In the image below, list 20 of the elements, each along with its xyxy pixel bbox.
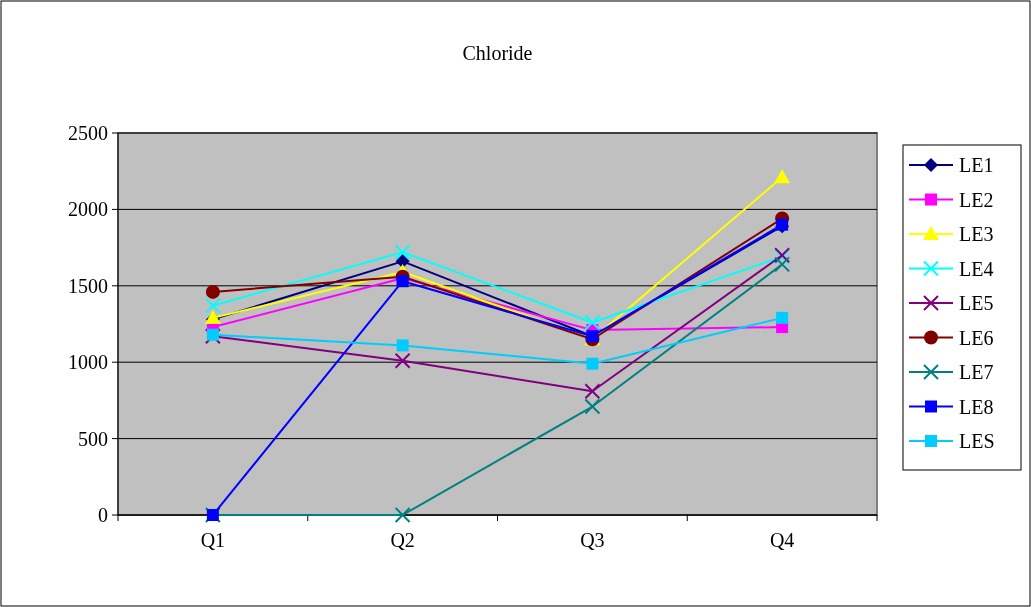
y-tick-label: 500 [78,427,108,450]
chart-title: Chloride [462,42,533,64]
y-tick-label: 2500 [68,122,108,144]
y-tick-label: 2000 [68,198,108,221]
legend-label: LES [959,430,995,452]
x-tick-label: Q3 [580,529,605,551]
legend-label: LE5 [959,292,994,314]
x-tick-label: Q2 [390,529,415,551]
legend-label: LE7 [959,361,994,383]
y-tick-label: 0 [98,504,108,526]
x-tick-label: Q4 [769,529,795,551]
legend-label: LE6 [959,326,994,349]
legend-label: LE3 [959,223,994,245]
legend-label: LE8 [959,395,994,418]
legend-label: LE2 [959,188,994,211]
y-tick-label: 1000 [68,351,108,374]
legend-label: LE4 [959,257,994,280]
legend-label: LE1 [959,154,994,176]
x-tick-label: Q1 [200,529,226,551]
y-tick-label: 1500 [68,274,108,297]
